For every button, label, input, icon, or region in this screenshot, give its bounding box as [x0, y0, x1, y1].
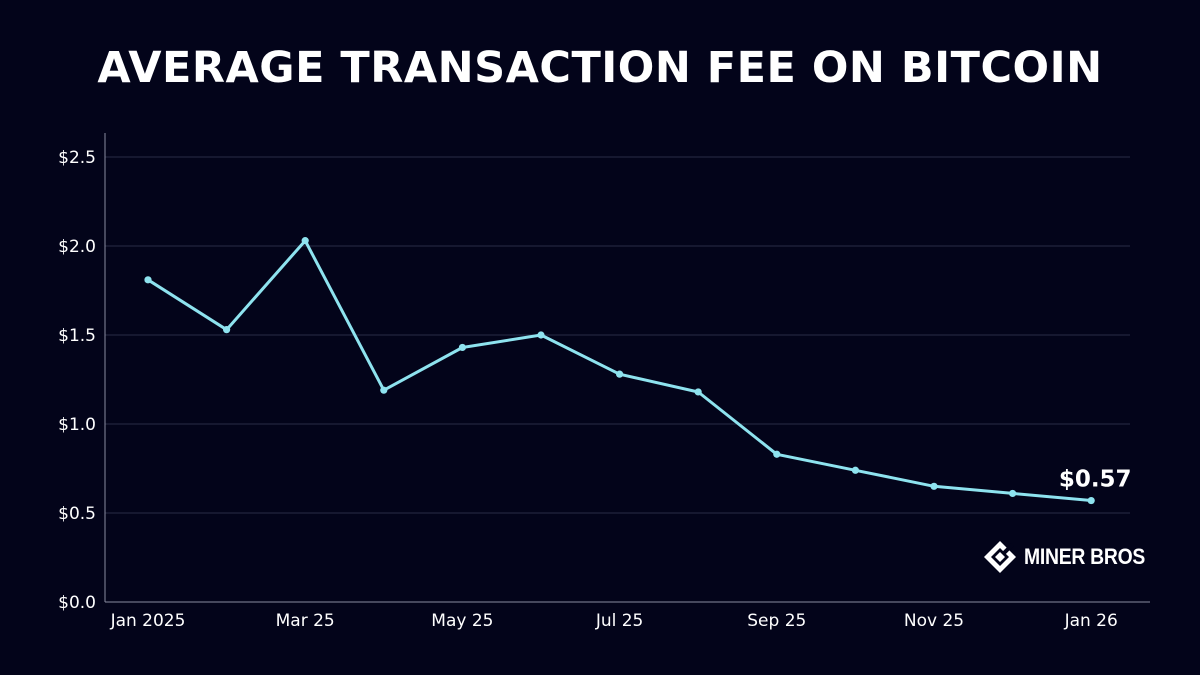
y-tick-label: $2.5: [58, 148, 96, 168]
data-point: [930, 482, 938, 490]
data-point: [458, 343, 466, 352]
data-point: [380, 386, 388, 394]
y-tick-label: $0.5: [58, 504, 96, 524]
data-point: [301, 237, 309, 245]
data-point: [223, 326, 231, 334]
x-tick-label: Jan 2025: [110, 611, 186, 631]
data-point: [1087, 496, 1095, 505]
x-tick-label: Jan 26: [1064, 611, 1118, 631]
data-point: [144, 276, 152, 284]
data-point: [537, 331, 545, 339]
data-point: [773, 450, 781, 458]
y-tick-label: $1.0: [58, 415, 96, 435]
y-tick-label: $1.5: [58, 326, 96, 346]
x-tick-label: Nov 25: [904, 611, 964, 631]
brand-name: MINER BROS: [1024, 544, 1146, 569]
last-value-annotation: $0.57: [1059, 467, 1132, 493]
x-tick-label: Sep 25: [747, 611, 806, 631]
y-tick-label: $0.0: [58, 593, 96, 613]
data-point: [851, 466, 860, 474]
data-point: [1009, 489, 1017, 498]
x-tick-label: Mar 25: [276, 611, 335, 631]
data-point: [616, 370, 624, 378]
x-tick-label: Jul 25: [595, 611, 644, 631]
chart-title: AVERAGE TRANSACTION FEE ON BITCOIN: [97, 43, 1103, 93]
brand-watermark: MINER BROS: [982, 538, 1162, 576]
data-point: [694, 388, 702, 396]
x-tick-label: May 25: [431, 611, 493, 631]
y-tick-label: $2.0: [58, 237, 96, 257]
miner-bros-logo-icon: [984, 541, 1016, 573]
